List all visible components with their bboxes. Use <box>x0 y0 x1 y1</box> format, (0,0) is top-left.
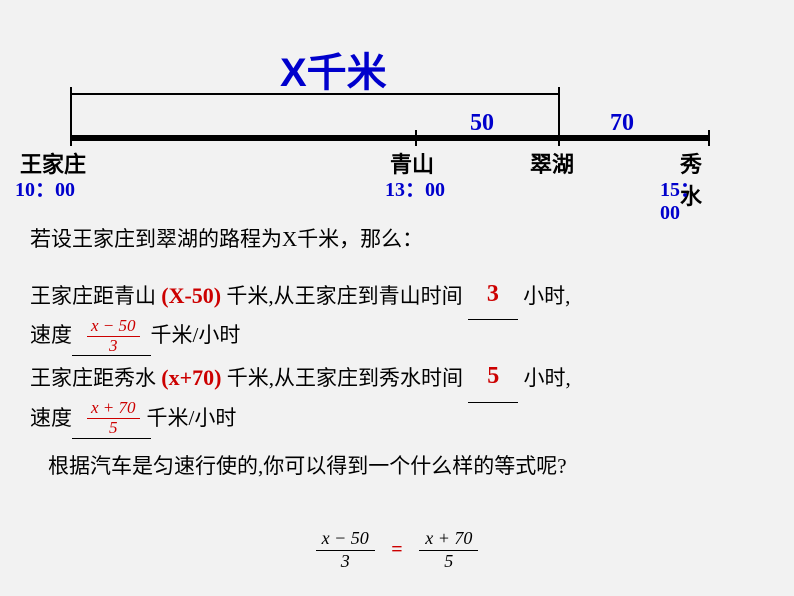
eq-left: x − 50 3 <box>316 528 375 572</box>
line1a: 王家庄距青山 <box>30 284 156 308</box>
line-1: 王家庄距青山 (X-50) 千米,从王家庄到青山时间 3 小时, <box>30 274 770 321</box>
line1b: 千米,从王家庄到青山时间 <box>226 284 468 308</box>
frac1-num: x − 50 <box>87 317 140 337</box>
tick-wang <box>70 130 72 146</box>
speed-label-1: 速度 <box>30 316 72 356</box>
eq-sign: = <box>391 539 402 561</box>
speed-line-1: 速度 x − 50 3 千米/小时 <box>30 316 770 356</box>
line2b: 千米,从王家庄到秀水时间 <box>227 366 469 390</box>
frac-2: x + 70 5 <box>87 399 140 437</box>
speed-line-2: 速度 x + 70 5 千米/小时 <box>30 399 770 439</box>
tick-xiu <box>708 130 710 146</box>
frac-1: x − 50 3 <box>87 317 140 355</box>
ans-x70: (x+70) <box>161 365 221 390</box>
frac2-den: 5 <box>87 419 140 438</box>
distance-50: 50 <box>470 110 494 137</box>
line1c: 小时, <box>523 284 570 308</box>
tick-cui <box>558 130 560 146</box>
speed-unit-1: 千米/小时 <box>151 316 241 356</box>
line2c: 小时, <box>523 366 570 390</box>
time-3: 15：00 <box>660 173 710 225</box>
bracket <box>70 55 710 105</box>
loc-cui: 翠湖 <box>530 147 574 179</box>
hours-5: 5 <box>487 363 499 389</box>
frac2-num: x + 70 <box>87 399 140 419</box>
eq-left-den: 3 <box>316 551 375 573</box>
line2a: 王家庄距秀水 <box>30 366 156 390</box>
line-2: 王家庄距秀水 (x+70) 千米,从王家庄到秀水时间 5 小时, <box>30 356 770 403</box>
eq-right-den: 5 <box>419 551 478 573</box>
eq-left-num: x − 50 <box>316 528 375 551</box>
bracket-right <box>558 87 560 135</box>
distance-70: 70 <box>610 110 634 137</box>
question: 根据汽车是匀速行使的,你可以得到一个什么样的等式呢? <box>48 447 770 487</box>
bracket-line <box>70 93 560 95</box>
frac1-den: 3 <box>87 337 140 356</box>
tick-qing <box>415 130 417 146</box>
time-1: 10：00 <box>15 173 75 202</box>
time-2: 13：00 <box>385 173 445 202</box>
ans-x50: (X-50) <box>161 283 221 308</box>
text-section: 若设王家庄到翠湖的路程为X千米，那么： 王家庄距青山 (X-50) 千米,从王家… <box>30 220 770 489</box>
speed-label-2: 速度 <box>30 399 72 439</box>
equation: x − 50 3 = x + 70 5 <box>0 528 794 572</box>
eq-right: x + 70 5 <box>419 528 478 572</box>
hours-3: 3 <box>487 281 499 307</box>
intro-line: 若设王家庄到翠湖的路程为X千米，那么： <box>30 220 770 260</box>
speed-unit-2: 千米/小时 <box>147 399 237 439</box>
eq-right-num: x + 70 <box>419 528 478 551</box>
distance-diagram: X千米 50 70 王家庄 青山 翠湖 秀水 10：00 13：00 15：00 <box>70 55 710 105</box>
